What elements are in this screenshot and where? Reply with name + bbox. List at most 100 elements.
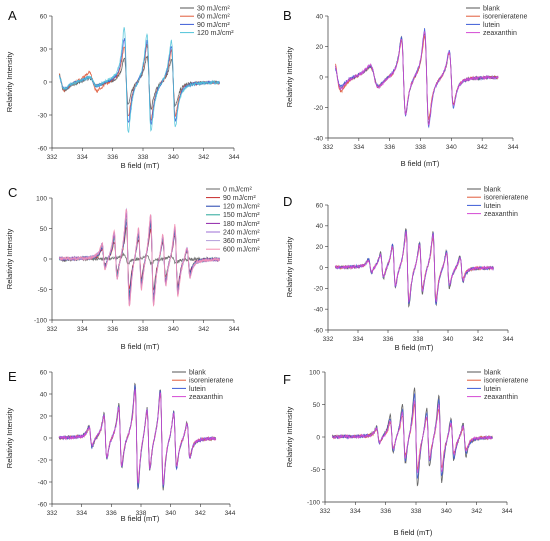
series-line bbox=[335, 32, 499, 125]
legend-label: isorenieratene bbox=[483, 14, 527, 21]
x-tick-label: 338 bbox=[415, 144, 426, 151]
y-tick-label: -100 bbox=[34, 317, 47, 324]
x-tick-label: 340 bbox=[168, 154, 179, 161]
y-tick-label: -40 bbox=[38, 479, 48, 486]
x-axis-title: B field (mT) bbox=[395, 343, 434, 352]
legend-label: isorenieratene bbox=[189, 378, 233, 385]
legend-label: 150 mJ/cm² bbox=[223, 212, 260, 219]
y-tick-label: 40 bbox=[316, 223, 324, 230]
y-axis-title: Relativity Intensity bbox=[5, 408, 14, 469]
y-tick-label: 100 bbox=[36, 195, 47, 202]
legend-label: zeaxanthin bbox=[484, 211, 518, 218]
x-tick-label: 340 bbox=[441, 508, 452, 515]
x-tick-label: 338 bbox=[138, 326, 149, 333]
x-tick-label: 334 bbox=[76, 510, 87, 517]
x-tick-label: 338 bbox=[413, 336, 424, 343]
x-tick-label: 340 bbox=[165, 510, 176, 517]
y-tick-label: 40 bbox=[316, 13, 324, 20]
x-tick-label: 344 bbox=[508, 144, 519, 151]
x-tick-label: 336 bbox=[383, 336, 394, 343]
x-tick-label: 334 bbox=[77, 326, 88, 333]
legend-label: zeaxanthin bbox=[483, 30, 517, 37]
x-tick-label: 340 bbox=[443, 336, 454, 343]
y-tick-label: 60 bbox=[40, 369, 48, 376]
y-tick-label: -20 bbox=[314, 105, 324, 112]
series-line bbox=[59, 208, 220, 307]
x-tick-label: 332 bbox=[323, 336, 334, 343]
panel-f: F 332 334 336 338 340 342 344 -100 -50 0 50 100 B fie… bbox=[283, 369, 528, 537]
x-tick-label: 340 bbox=[446, 144, 457, 151]
x-tick-label: 340 bbox=[168, 326, 179, 333]
y-tick-label: -50 bbox=[311, 467, 321, 474]
y-tick-label: -60 bbox=[38, 501, 48, 508]
x-tick-label: 336 bbox=[384, 144, 395, 151]
x-tick-label: 342 bbox=[473, 336, 484, 343]
panel-b: B 332 334 336 338 340 342 344 -40 -20 0 20 40 B field… bbox=[283, 5, 527, 168]
legend-label: lutein bbox=[483, 22, 500, 29]
x-axis-title: B field (mT) bbox=[401, 159, 440, 168]
x-tick-label: 344 bbox=[225, 510, 236, 517]
series-line bbox=[335, 31, 499, 126]
x-tick-label: 342 bbox=[471, 508, 482, 515]
legend-label: 90 mJ/cm² bbox=[223, 195, 256, 202]
y-tick-label: -20 bbox=[38, 457, 48, 464]
y-tick-label: 20 bbox=[316, 44, 324, 51]
legend-label: blank bbox=[189, 369, 206, 376]
y-tick-label: 0 bbox=[319, 74, 323, 81]
series-line bbox=[58, 27, 220, 133]
panel-c: C 332 334 336 338 340 342 344 -100 -50 0 50 100 B fie… bbox=[5, 185, 260, 351]
panel-e: E 332 334 336 338 340 342 344 -60 -40 -20 0 20 40 60 B … bbox=[5, 369, 236, 523]
y-tick-label: -100 bbox=[307, 499, 320, 506]
panel-letter: C bbox=[8, 185, 17, 200]
legend-label: 600 mJ/cm² bbox=[223, 247, 260, 254]
x-tick-label: 336 bbox=[380, 508, 391, 515]
legend-label: 120 mJ/cm² bbox=[223, 204, 260, 211]
x-tick-label: 336 bbox=[107, 154, 118, 161]
series-line bbox=[58, 388, 217, 486]
x-axis-title: B field (mT) bbox=[121, 342, 160, 351]
legend-label: blank bbox=[483, 5, 500, 12]
x-tick-label: 332 bbox=[47, 510, 58, 517]
y-tick-label: 50 bbox=[313, 402, 321, 409]
legend-label: 30 mJ/cm² bbox=[197, 5, 230, 12]
x-tick-label: 342 bbox=[198, 154, 209, 161]
y-tick-label: 100 bbox=[309, 369, 320, 376]
legend-label: blank bbox=[484, 369, 501, 376]
y-tick-label: 0 bbox=[43, 256, 47, 263]
panel-a: A 332 334 336 338 340 342 344 -60 -30 0 30 60 B field… bbox=[5, 5, 240, 170]
legend-label: 360 mJ/cm² bbox=[223, 238, 260, 245]
y-axis-title: Relativity Intensity bbox=[285, 237, 294, 298]
y-tick-label: 60 bbox=[40, 13, 48, 20]
y-tick-label: -60 bbox=[314, 327, 324, 334]
legend-label: 240 mJ/cm² bbox=[223, 229, 260, 236]
legend-label: blank bbox=[484, 186, 501, 193]
legend-label: zeaxanthin bbox=[189, 394, 223, 401]
legend-label: 120 mJ/cm² bbox=[197, 30, 234, 37]
x-tick-label: 342 bbox=[195, 510, 206, 517]
y-tick-label: 40 bbox=[40, 391, 48, 398]
panel-letter: D bbox=[283, 194, 292, 209]
x-axis-title: B field (mT) bbox=[394, 528, 433, 537]
y-axis-title: Relativity Intensity bbox=[5, 229, 14, 290]
panel-letter: F bbox=[283, 372, 291, 387]
x-tick-label: 342 bbox=[198, 326, 209, 333]
x-tick-label: 338 bbox=[411, 508, 422, 515]
x-tick-label: 338 bbox=[136, 510, 147, 517]
legend-label: 60 mJ/cm² bbox=[197, 14, 230, 21]
legend-label: isorenieratene bbox=[484, 195, 528, 202]
x-tick-label: 344 bbox=[229, 326, 240, 333]
x-tick-label: 336 bbox=[106, 510, 117, 517]
x-tick-label: 336 bbox=[107, 326, 118, 333]
y-tick-label: -30 bbox=[38, 112, 48, 119]
x-tick-label: 334 bbox=[353, 144, 364, 151]
panel-letter: B bbox=[283, 8, 292, 23]
x-axis-title: B field (mT) bbox=[121, 514, 160, 523]
legend-label: lutein bbox=[189, 386, 206, 393]
series-line bbox=[334, 231, 494, 303]
legend-label: 0 mJ/cm² bbox=[223, 186, 252, 193]
y-tick-label: 50 bbox=[40, 226, 48, 233]
x-tick-label: 344 bbox=[502, 508, 513, 515]
y-tick-label: 0 bbox=[316, 434, 320, 441]
y-tick-label: 30 bbox=[40, 46, 48, 53]
y-axis-title: Relativity Intensity bbox=[5, 52, 14, 113]
